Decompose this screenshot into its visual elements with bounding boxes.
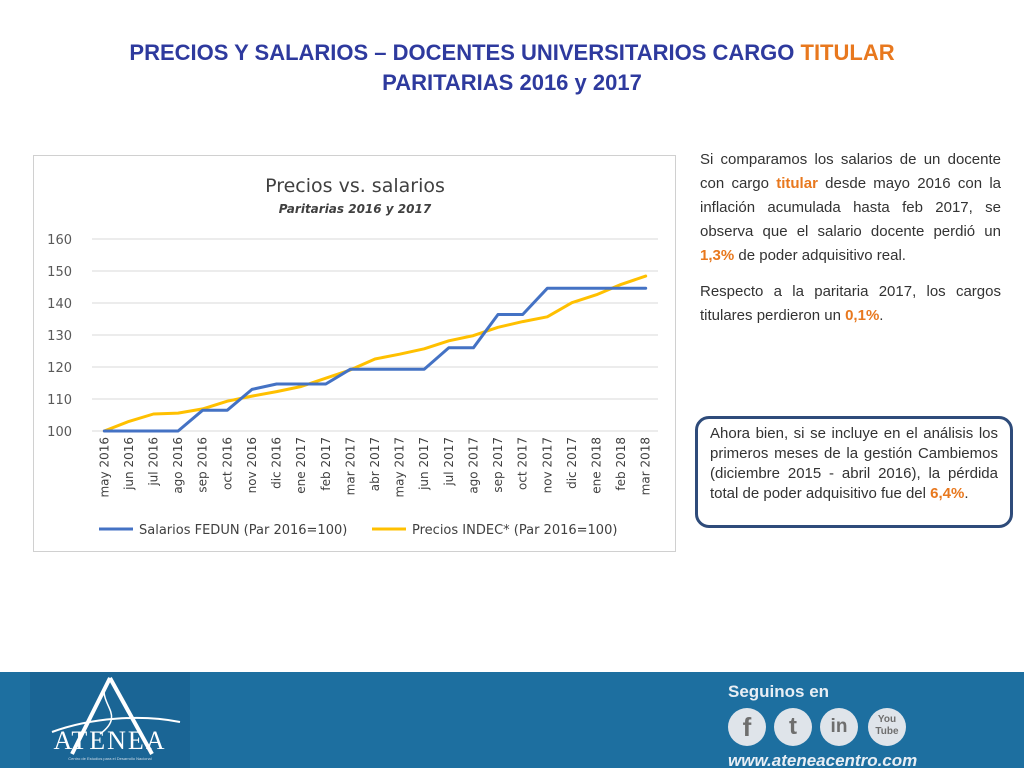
x-tick-label: sep 2016: [196, 437, 210, 493]
analysis-paragraph-1: Si comparamos los salarios de un docente…: [700, 148, 1001, 268]
x-tick-label: jul 2017: [442, 437, 456, 487]
x-tick-label: ago 2016: [171, 437, 185, 494]
p1-titular: titular: [776, 175, 818, 192]
x-tick-label: may 2016: [97, 437, 111, 498]
p1-text-c: de poder adquisitivo real.: [734, 247, 906, 264]
p1-text-a: Si comparamos los salarios de un docente…: [700, 151, 1001, 192]
atenea-logo: ATENEA Centro de Estudios para el Desarr…: [30, 672, 190, 768]
x-tick-label: jul 2016: [147, 437, 161, 487]
x-tick-label: mar 2018: [639, 437, 653, 495]
facebook-icon[interactable]: f: [728, 708, 766, 746]
p2-percentage: 0,1%: [845, 307, 880, 324]
y-tick-label: 160: [47, 233, 72, 248]
legend-label: Precios INDEC* (Par 2016=100): [412, 523, 617, 538]
y-tick-label: 130: [47, 329, 72, 344]
x-tick-label: dic 2016: [270, 437, 284, 489]
x-tick-label: ene 2018: [589, 437, 603, 494]
series-line: [102, 274, 648, 433]
title-part1: PRECIOS Y SALARIOS – DOCENTES UNIVERSITA…: [129, 40, 801, 65]
logo-mark-icon: [51, 677, 181, 755]
page-title: PRECIOS Y SALARIOS – DOCENTES UNIVERSITA…: [0, 38, 1024, 98]
x-tick-label: abr 2017: [368, 437, 382, 491]
line-chart: Precios vs. salarios Paritarias 2016 y 2…: [47, 175, 658, 538]
analysis-paragraph-2: Respecto a la paritaria 2017, los cargos…: [700, 280, 1001, 328]
p1-percentage: 1,3%: [700, 247, 735, 264]
logo-tagline: Centro de Estudios para el Desarrollo Na…: [68, 756, 152, 761]
chart-frame: Precios vs. salarios Paritarias 2016 y 2…: [33, 155, 676, 552]
x-tick-label: jun 2016: [122, 437, 136, 491]
x-tick-label: mar 2017: [343, 437, 357, 495]
footer-bar: ATENEA Centro de Estudios para el Desarr…: [0, 672, 1024, 768]
y-tick-label: 100: [47, 425, 72, 440]
youtube-icon[interactable]: You Tube: [868, 708, 906, 746]
x-tick-label: feb 2018: [614, 437, 628, 491]
callout-percentage: 6,4%: [930, 485, 965, 502]
x-tick-label: ene 2017: [294, 437, 308, 494]
x-tick-label: jun 2017: [417, 437, 431, 491]
series-line: [102, 286, 648, 433]
follow-label: Seguinos en: [728, 682, 830, 701]
callout-text-c: .: [964, 485, 969, 502]
y-tick-label: 110: [47, 393, 72, 408]
analysis-text: Si comparamos los salarios de un docente…: [700, 148, 1001, 340]
callout-text-a: Ahora bien, si se incluye en el análisis…: [710, 425, 998, 502]
title-highlight: TITULAR: [800, 40, 895, 65]
twitter-icon[interactable]: t: [774, 708, 812, 746]
page-title-line2: PARITARIAS 2016 y 2017: [382, 70, 642, 95]
chart-subtitle: Paritarias 2016 y 2017: [279, 202, 432, 216]
page-title-line1: PRECIOS Y SALARIOS – DOCENTES UNIVERSITA…: [0, 38, 1024, 68]
x-tick-label: may 2017: [393, 437, 407, 498]
x-tick-label: oct 2017: [516, 437, 530, 490]
y-tick-label: 120: [47, 361, 72, 376]
chart-title: Precios vs. salarios: [265, 175, 445, 197]
logo-name: ATENEA: [53, 726, 167, 755]
x-tick-label: oct 2016: [220, 437, 234, 490]
p2-text-a: Respecto a la paritaria 2017, los cargos…: [700, 283, 1001, 324]
x-tick-label: dic 2017: [565, 437, 579, 489]
x-tick-label: nov 2017: [540, 437, 554, 493]
y-tick-label: 150: [47, 265, 72, 280]
x-tick-label: feb 2017: [319, 437, 333, 491]
x-tick-label: sep 2017: [491, 437, 505, 493]
y-tick-label: 140: [47, 297, 72, 312]
website-link[interactable]: www.ateneacentro.com: [728, 751, 918, 768]
x-tick-label: nov 2016: [245, 437, 259, 493]
legend-label: Salarios FEDUN (Par 2016=100): [139, 523, 347, 538]
linkedin-icon[interactable]: in: [820, 708, 858, 746]
p1-text-b: desde mayo 2016 con la inflación acumula…: [700, 175, 1001, 240]
p2-text-c: .: [879, 307, 884, 324]
x-tick-label: ago 2017: [466, 437, 480, 494]
callout-box: Ahora bien, si se incluye en el análisis…: [695, 416, 1013, 528]
